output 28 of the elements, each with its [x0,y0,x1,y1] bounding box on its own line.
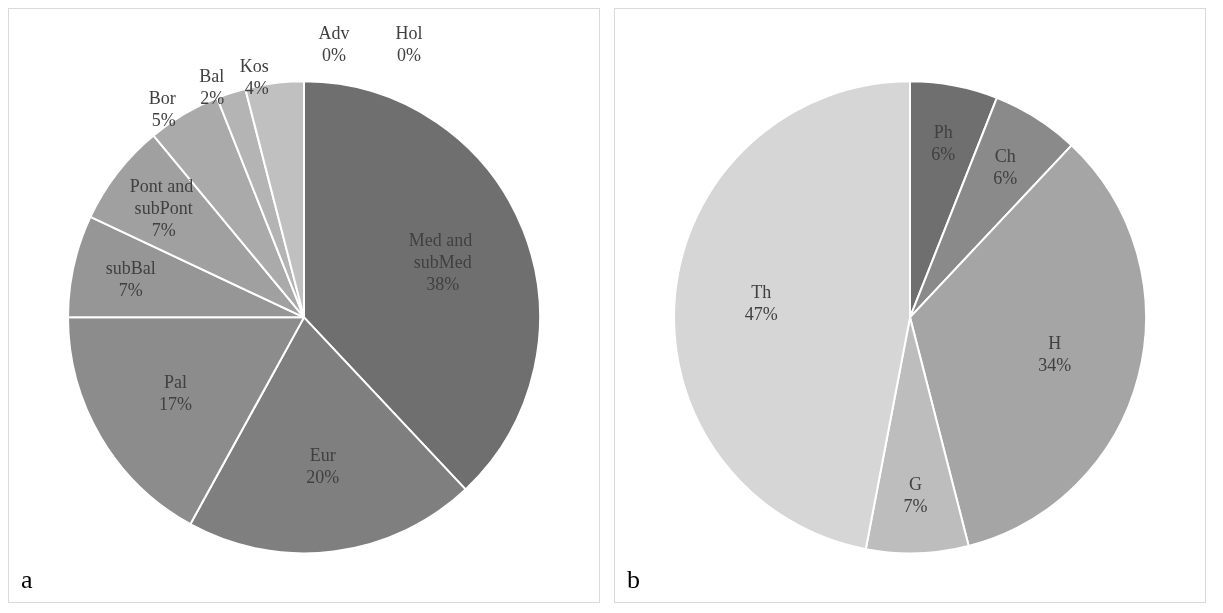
text: 0% [397,45,421,66]
slice-label: Bor [148,88,176,109]
category-label: Hol [395,23,423,44]
slice-label: subBal [105,257,156,278]
data-label: 34% [1038,355,1072,376]
data-label: 20% [306,466,340,487]
data-label: 2% [200,88,225,109]
data-label: 7% [118,279,143,300]
slice-label: Ch [994,146,1016,167]
text: a [21,564,33,594]
data-label: 4% [244,78,269,99]
data-label: 47% [744,304,778,325]
slice-label: Bal [199,66,225,87]
data-label: 7% [151,220,176,241]
data-label: 6% [993,168,1018,189]
slice-label: Eur [309,444,336,465]
slice-label: Kos [239,56,269,77]
data-label: 5% [151,110,176,131]
data-label: 7% [903,495,928,516]
category-label: Adv [318,23,350,44]
text: b [627,564,640,594]
slice-label: Pal [163,372,187,393]
data-label: 17% [158,394,192,415]
slice-label: G [909,473,923,494]
slice-label: Pont and subPont [129,176,198,219]
text: 0% [322,45,346,66]
slice-label: Th [751,282,772,303]
slice-label: H [1048,333,1062,354]
